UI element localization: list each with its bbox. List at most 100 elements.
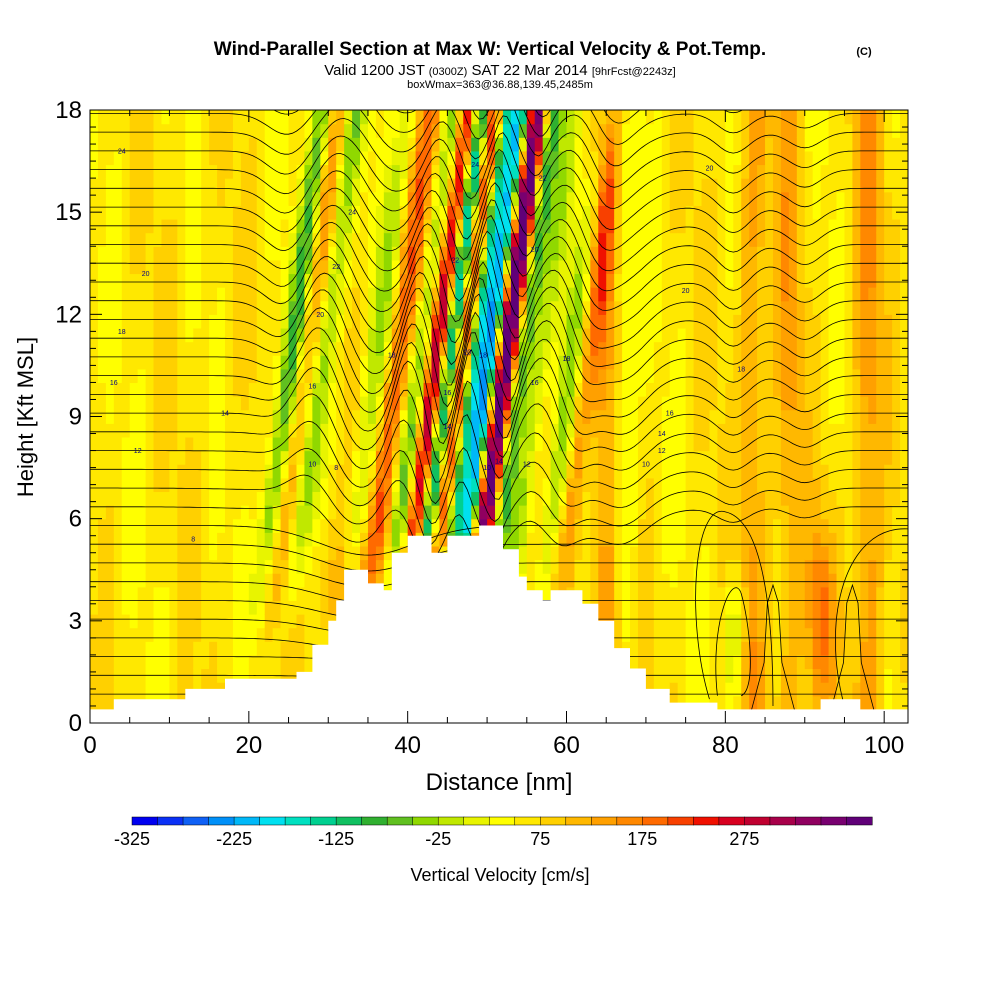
velocity-cell <box>884 586 893 601</box>
velocity-cell <box>185 654 194 670</box>
velocity-cell <box>439 382 448 397</box>
velocity-cell <box>733 450 742 465</box>
colorbar-swatch <box>693 816 720 826</box>
velocity-cell <box>812 259 822 275</box>
velocity-cell <box>113 314 123 329</box>
velocity-cell <box>836 191 846 206</box>
velocity-cell <box>892 627 901 642</box>
velocity-cell <box>542 191 552 206</box>
velocity-cell <box>415 477 425 493</box>
velocity-cell <box>518 246 528 261</box>
velocity-cell <box>860 341 869 356</box>
velocity-cell <box>121 259 131 275</box>
velocity-cell <box>542 477 552 493</box>
velocity-cell <box>201 532 210 547</box>
velocity-cell <box>566 477 576 493</box>
velocity-cell <box>248 436 258 452</box>
velocity-cell <box>630 436 639 452</box>
velocity-cell <box>256 396 266 411</box>
velocity-cell <box>765 682 774 697</box>
velocity-cell <box>383 477 393 493</box>
velocity-cell <box>892 532 901 547</box>
velocity-cell <box>320 178 329 193</box>
velocity-cell <box>487 327 496 343</box>
velocity-cell <box>225 178 234 193</box>
velocity-cell <box>495 368 504 384</box>
velocity-cell <box>312 518 321 533</box>
velocity-cell <box>772 586 782 601</box>
velocity-cell <box>510 232 520 247</box>
velocity-cell <box>193 614 202 629</box>
velocity-cell <box>264 641 274 656</box>
velocity-cell <box>780 586 790 601</box>
velocity-cell <box>375 559 385 574</box>
velocity-cell <box>820 205 830 220</box>
velocity-cell <box>169 273 178 288</box>
chart-subtitle: Valid 1200 JST (0300Z) SAT 22 Mar 2014 [… <box>324 62 676 79</box>
velocity-cell <box>812 246 822 261</box>
velocity-cell <box>733 477 742 493</box>
velocity-cell <box>598 586 607 601</box>
velocity-cell <box>820 545 830 561</box>
velocity-cell <box>352 382 361 397</box>
velocity-cell <box>304 123 313 138</box>
velocity-cell <box>232 450 242 465</box>
velocity-cell <box>201 123 210 138</box>
velocity-cell <box>844 273 854 288</box>
velocity-cell <box>685 559 695 574</box>
velocity-cell <box>367 464 377 479</box>
velocity-cell <box>177 287 186 302</box>
colorbar-tick-label: -325 <box>114 829 150 849</box>
velocity-cell <box>566 273 576 288</box>
velocity-cell <box>661 654 671 670</box>
velocity-cell <box>312 423 321 438</box>
velocity-cell <box>725 232 734 247</box>
velocity-cell <box>360 368 369 384</box>
velocity-cell <box>304 491 313 506</box>
velocity-cell <box>757 477 766 493</box>
velocity-cell <box>693 382 703 397</box>
velocity-cell <box>669 368 679 384</box>
velocity-cell <box>772 150 782 166</box>
velocity-cell <box>812 423 822 438</box>
velocity-cell <box>701 654 711 670</box>
theta-label: 16 <box>444 390 452 397</box>
velocity-cell <box>137 532 147 547</box>
velocity-cell <box>868 273 877 288</box>
velocity-cell <box>900 327 908 343</box>
velocity-cell <box>788 178 798 193</box>
velocity-cell <box>765 491 774 506</box>
velocity-cell <box>796 300 806 315</box>
subtitle-date: SAT 22 Mar 2014 <box>467 62 592 79</box>
velocity-cell <box>209 573 218 588</box>
velocity-cell <box>677 355 687 370</box>
velocity-cell <box>232 123 242 138</box>
velocity-cell <box>630 218 639 234</box>
velocity-cell <box>487 436 496 452</box>
velocity-cell <box>495 409 504 424</box>
velocity-cell <box>487 355 496 370</box>
velocity-cell <box>113 641 123 656</box>
velocity-cell <box>225 573 234 588</box>
velocity-cell <box>757 396 766 411</box>
velocity-cell <box>97 341 107 356</box>
velocity-cell <box>582 382 591 397</box>
velocity-cell <box>479 423 488 438</box>
velocity-cell <box>296 137 306 152</box>
velocity-cell <box>256 382 266 397</box>
velocity-cell <box>145 532 155 547</box>
velocity-cell <box>717 327 726 343</box>
velocity-cell <box>836 532 846 547</box>
velocity-cell <box>502 178 512 193</box>
velocity-cell <box>248 545 258 561</box>
velocity-cell <box>97 382 107 397</box>
velocity-cell <box>105 164 115 179</box>
velocity-cell <box>352 164 361 179</box>
velocity-cell <box>471 287 480 302</box>
velocity-cell <box>201 396 210 411</box>
velocity-cell <box>439 314 448 329</box>
velocity-cell <box>121 246 131 261</box>
velocity-cell <box>558 355 568 370</box>
velocity-cell <box>177 259 186 275</box>
velocity-cell <box>217 627 226 642</box>
